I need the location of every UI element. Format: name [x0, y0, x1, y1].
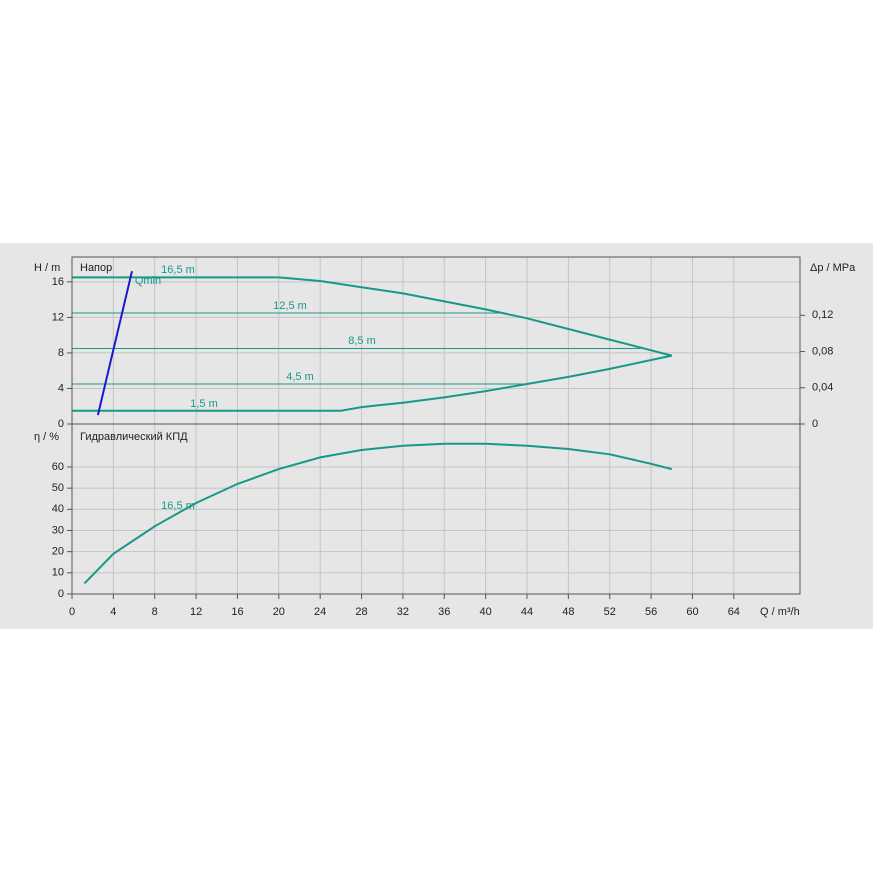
y2-tick-label: 0,12 [812, 309, 833, 321]
curve-label: 16,5 m [161, 264, 195, 276]
curve [72, 276, 673, 357]
y2-axis-label: Δp / MPa [810, 262, 856, 274]
y2-tick-label: 0,04 [812, 382, 833, 394]
curve-label: 4,5 m [286, 371, 314, 383]
x-tick-label: 24 [314, 606, 326, 618]
y-tick-label: 10 [52, 567, 64, 579]
y-tick-label: 4 [58, 382, 64, 394]
panel-title: Напор [80, 262, 112, 274]
curve-label: 8,5 m [348, 335, 376, 347]
y-axis-label: η / % [34, 431, 59, 443]
y-tick-label: 50 [52, 482, 64, 494]
x-tick-label: 4 [110, 606, 116, 618]
x-tick-label: 0 [69, 606, 75, 618]
curve [72, 354, 673, 412]
x-tick-label: 8 [152, 606, 158, 618]
x-tick-label: 28 [355, 606, 367, 618]
y2-tick-label: 0 [812, 418, 818, 430]
x-tick-label: 36 [438, 606, 450, 618]
curve [96, 270, 133, 416]
x-tick-label: 40 [480, 606, 492, 618]
y-tick-label: 8 [58, 347, 64, 359]
y-tick-label: 16 [52, 276, 64, 288]
y-tick-label: 60 [52, 461, 64, 473]
y-tick-label: 0 [58, 588, 64, 600]
y-tick-label: 40 [52, 503, 64, 515]
curve-label: 16,5 m [161, 500, 195, 512]
x-tick-label: 32 [397, 606, 409, 618]
y-tick-label: 20 [52, 546, 64, 558]
curve [83, 442, 673, 585]
frame-bottom [71, 423, 801, 595]
x-tick-label: 52 [604, 606, 616, 618]
y-tick-label: 0 [58, 418, 64, 430]
y-tick-label: 30 [52, 524, 64, 536]
x-axis-label: Q / m³/h [760, 606, 800, 618]
x-tick-label: 64 [728, 606, 740, 618]
x-tick-label: 16 [231, 606, 243, 618]
x-tick-label: 44 [521, 606, 533, 618]
curve-label: 12,5 m [273, 300, 307, 312]
curve-label: Qmin [135, 275, 161, 287]
x-tick-label: 20 [273, 606, 285, 618]
y-tick-label: 12 [52, 311, 64, 323]
x-tick-label: 56 [645, 606, 657, 618]
panel [0, 243, 873, 629]
y-axis-label: H / m [34, 262, 60, 274]
curve-label: 1,5 m [190, 398, 218, 410]
x-tick-label: 60 [686, 606, 698, 618]
x-tick-label: 48 [562, 606, 574, 618]
x-tick-label: 12 [190, 606, 202, 618]
y2-tick-label: 0,08 [812, 345, 833, 357]
panel-title: Гидравлический КПД [80, 431, 188, 443]
